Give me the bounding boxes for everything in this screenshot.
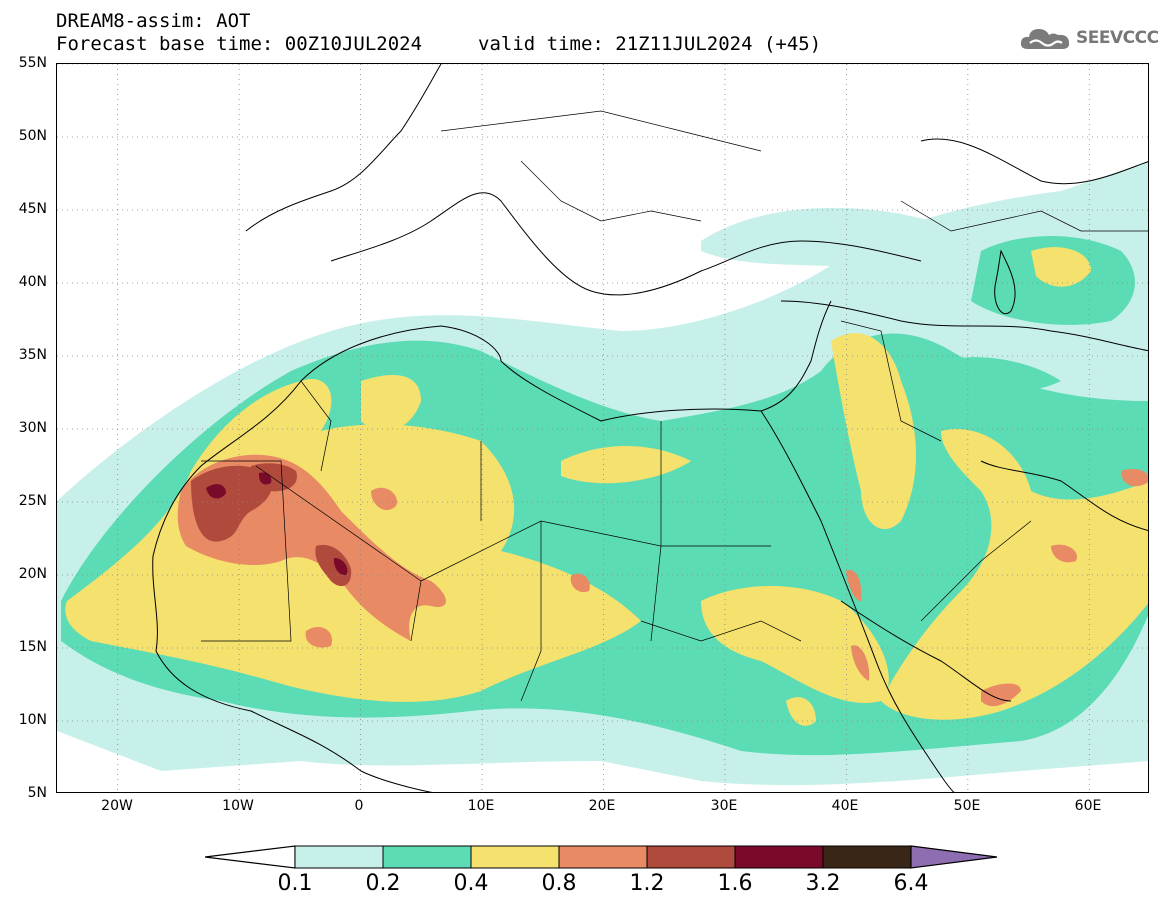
lat-label-5n: 5N — [27, 785, 47, 801]
lat-label-30n: 30N — [18, 420, 47, 436]
forecast-base-time: Forecast base time: 00Z10JUL2024 — [56, 33, 423, 55]
colorbar-label-0.1: 0.1 — [277, 871, 313, 896]
colorbar-over-arrow — [910, 845, 998, 869]
lon-label-10w: 10W — [222, 798, 254, 814]
cloud-icon — [1020, 29, 1070, 49]
colorbar-label-1.2: 1.2 — [629, 871, 665, 896]
lat-label-40n: 40N — [18, 274, 47, 290]
lat-label-55n: 55N — [18, 55, 47, 71]
lat-label-35n: 35N — [18, 347, 47, 363]
lon-label-60e: 60E — [1074, 798, 1102, 814]
lon-label-20e: 20E — [588, 798, 616, 814]
colorbar-under-arrow — [205, 845, 296, 869]
lon-label-40e: 40E — [831, 798, 859, 814]
lat-label-25n: 25N — [18, 493, 47, 509]
colorbar-bin-0.1-0.2 — [294, 845, 384, 869]
colorbar-bin-1.2-1.6 — [646, 845, 736, 869]
colorbar-bin-0.2-0.4 — [382, 845, 472, 869]
valid-time: valid time: 21Z11JUL2024 (+45) — [478, 33, 822, 55]
lon-label-20w: 20W — [101, 798, 133, 814]
lat-label-10n: 10N — [18, 712, 47, 728]
map-canvas — [57, 64, 1148, 792]
lat-label-45n: 45N — [18, 201, 47, 217]
seevccc-logo: SEEVCCC — [1018, 22, 1159, 54]
lon-label-0: 0 — [354, 798, 364, 814]
lat-label-50n: 50N — [18, 128, 47, 144]
colorbar-label-6.4: 6.4 — [893, 871, 929, 896]
aot-1.6-layer — [206, 472, 348, 576]
colorbar-bin-0.4-0.8 — [470, 845, 560, 869]
lat-label-20n: 20N — [18, 566, 47, 582]
lon-label-30e: 30E — [710, 798, 738, 814]
colorbar-label-0.2: 0.2 — [365, 871, 401, 896]
aot-map — [56, 63, 1149, 793]
aot-1.2-layer — [191, 463, 352, 587]
colorbar-label-1.6: 1.6 — [717, 871, 753, 896]
lon-label-50e: 50E — [953, 798, 981, 814]
country-borders — [201, 110, 1148, 702]
colorbar — [205, 845, 998, 869]
map-title: DREAM8-assim: AOT — [56, 10, 251, 32]
logo-text: SEEVCCC — [1076, 28, 1159, 48]
map-gridlines — [57, 64, 1148, 792]
colorbar-bin-1.6-3.2 — [734, 845, 824, 869]
lon-label-10e: 10E — [467, 798, 495, 814]
lat-label-15n: 15N — [18, 639, 47, 655]
colorbar-label-0.8: 0.8 — [541, 871, 577, 896]
coastlines — [152, 64, 1148, 792]
colorbar-bin-0.8-1.2 — [558, 845, 648, 869]
colorbar-label-3.2: 3.2 — [805, 871, 841, 896]
colorbar-label-0.4: 0.4 — [453, 871, 489, 896]
colorbar-bin-3.2-6.4 — [822, 845, 912, 869]
